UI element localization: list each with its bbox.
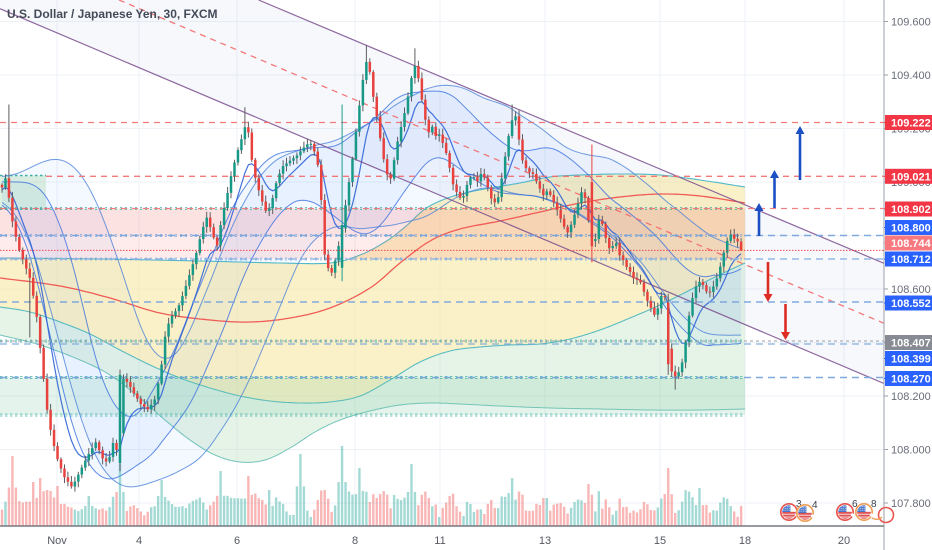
svg-text:8: 8 bbox=[352, 535, 358, 547]
svg-text:4: 4 bbox=[812, 500, 818, 511]
svg-text:109.021: 109.021 bbox=[891, 171, 931, 183]
svg-text:109.400: 109.400 bbox=[891, 70, 931, 82]
svg-text:15: 15 bbox=[654, 535, 666, 547]
svg-text:Nov: Nov bbox=[47, 535, 67, 547]
svg-text:108.200: 108.200 bbox=[891, 391, 931, 403]
svg-text:13: 13 bbox=[539, 535, 551, 547]
svg-text:109.222: 109.222 bbox=[891, 118, 931, 130]
svg-text:108.712: 108.712 bbox=[891, 254, 931, 266]
svg-text:8: 8 bbox=[871, 499, 877, 510]
svg-text:6: 6 bbox=[852, 499, 858, 510]
svg-text:108.800: 108.800 bbox=[891, 223, 931, 235]
svg-text:109.600: 109.600 bbox=[891, 17, 931, 29]
svg-text:108.902: 108.902 bbox=[891, 204, 931, 216]
svg-text:4: 4 bbox=[136, 535, 142, 547]
svg-text:11: 11 bbox=[434, 535, 445, 547]
svg-text:6: 6 bbox=[234, 535, 240, 547]
svg-text:108.552: 108.552 bbox=[891, 298, 931, 310]
svg-text:107.800: 107.800 bbox=[891, 498, 931, 510]
svg-text:108.744: 108.744 bbox=[891, 238, 932, 250]
svg-text:18: 18 bbox=[739, 535, 751, 547]
svg-text:108.000: 108.000 bbox=[891, 445, 931, 457]
svg-text:3: 3 bbox=[796, 499, 802, 510]
svg-text:108.407: 108.407 bbox=[891, 338, 931, 350]
svg-text:108.399: 108.399 bbox=[891, 354, 931, 366]
svg-text:108.270: 108.270 bbox=[891, 374, 931, 386]
svg-text:20: 20 bbox=[838, 535, 850, 547]
svg-text:108.600: 108.600 bbox=[891, 284, 931, 296]
svg-text:U.S. Dollar / Japanese Yen, 30: U.S. Dollar / Japanese Yen, 30, FXCM bbox=[7, 7, 218, 21]
